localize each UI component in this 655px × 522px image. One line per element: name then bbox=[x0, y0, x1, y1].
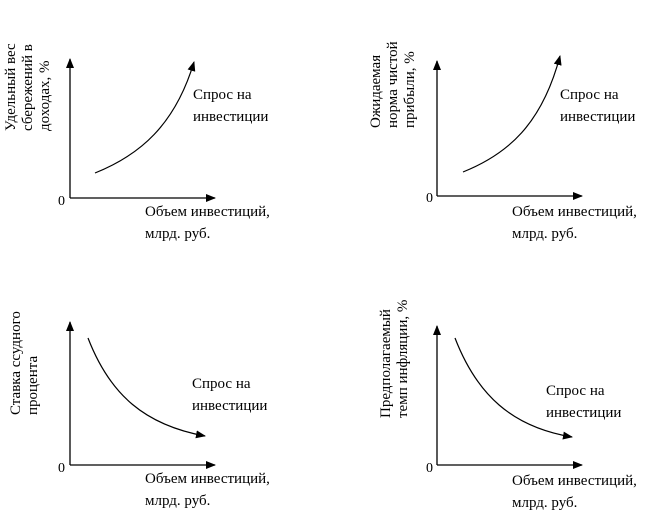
panel-1-curve-label-line-1: Спрос на bbox=[193, 87, 252, 103]
panel-4-x-label-line-1: Объем инвестиций, bbox=[512, 473, 637, 489]
panel-4-axes bbox=[433, 325, 583, 469]
panel-2-curve-label-line-1: Спрос на bbox=[560, 87, 619, 103]
panel-2-x-label-line-2: млрд. руб. bbox=[512, 226, 578, 242]
panel-1-y-label-line-3: доходах, % bbox=[37, 60, 53, 131]
panel-3-y-label-line-1: Ставка ссудного bbox=[8, 311, 24, 415]
panel-3-curve-label-line-1: Спрос на bbox=[192, 376, 251, 392]
panel-3-x-label-line-2: млрд. руб. bbox=[145, 493, 211, 509]
panel-3-curve-label: Спрос на инвестиции bbox=[192, 373, 267, 417]
panel-4-curve-label-line-1: Спрос на bbox=[546, 383, 605, 399]
panel-1-axes bbox=[66, 58, 216, 202]
panel-2-curve-label-line-2: инвестиции bbox=[560, 109, 636, 125]
panel-2-origin-label: 0 bbox=[426, 191, 433, 206]
panel-3-origin-label: 0 bbox=[58, 461, 65, 476]
panel-4-x-axis-label: Объем инвестиций, млрд. руб. bbox=[512, 470, 637, 514]
panel-3-curve-label-line-2: инвестиции bbox=[192, 398, 268, 414]
panel-3-demand-curve bbox=[87, 337, 206, 439]
panel-2-x-label-line-1: Объем инвестиций, bbox=[512, 204, 637, 220]
panel-3-x-label-line-1: Объем инвестиций, bbox=[145, 471, 270, 487]
panel-1-y-label-line-2: сбережений в bbox=[20, 44, 36, 131]
panel-1-origin-label: 0 bbox=[58, 194, 65, 209]
panel-1-x-axis-label: Объем инвестиций, млрд. руб. bbox=[145, 201, 270, 245]
panel-4-origin-label: 0 bbox=[426, 461, 433, 476]
panel-4-x-label-line-2: млрд. руб. bbox=[512, 495, 578, 511]
panel-4-y-axis-label: Предполагаемый темп инфляции, % bbox=[378, 300, 412, 418]
panel-4-demand-curve bbox=[454, 337, 573, 440]
panel-4-curve-label: Спрос на инвестиции bbox=[546, 380, 621, 424]
panel-2-y-label-line-2: норма чистой bbox=[385, 41, 401, 128]
panel-3-y-label-line-2: процента bbox=[25, 355, 41, 415]
panel-2-x-axis-label: Объем инвестиций, млрд. руб. bbox=[512, 201, 637, 245]
panel-2-demand-curve bbox=[462, 55, 562, 173]
panel-4-y-label-line-1: Предполагаемый bbox=[378, 309, 394, 418]
panel-1-x-label-line-2: млрд. руб. bbox=[145, 226, 211, 242]
panel-1-y-label-line-1: Удельный вес bbox=[3, 43, 19, 131]
panel-3-x-axis-label: Объем инвестиций, млрд. руб. bbox=[145, 468, 270, 512]
panel-2-axes bbox=[433, 60, 583, 200]
panel-1-demand-curve bbox=[94, 61, 196, 174]
panel-2-curve-label: Спрос на инвестиции bbox=[560, 84, 635, 128]
panel-4-y-label-line-2: темп инфляции, % bbox=[395, 299, 411, 418]
panel-3-y-axis-label: Ставка ссудного процента bbox=[8, 311, 42, 415]
panel-2-y-axis-label: Ожидаемая норма чистой прибыли, % bbox=[368, 41, 419, 128]
panel-1-curve-label-line-2: инвестиции bbox=[193, 109, 269, 125]
panel-1-x-label-line-1: Объем инвестиций, bbox=[145, 204, 270, 220]
panel-4-curve-label-line-2: инвестиции bbox=[546, 405, 622, 421]
panel-2-y-label-line-3: прибыли, % bbox=[402, 51, 418, 128]
panel-3-axes bbox=[66, 321, 216, 469]
panel-1-y-axis-label: Удельный вес сбережений в доходах, % bbox=[3, 43, 54, 131]
panel-2-y-label-line-1: Ожидаемая bbox=[368, 54, 384, 128]
panel-1-curve-label: Спрос на инвестиции bbox=[193, 84, 268, 128]
